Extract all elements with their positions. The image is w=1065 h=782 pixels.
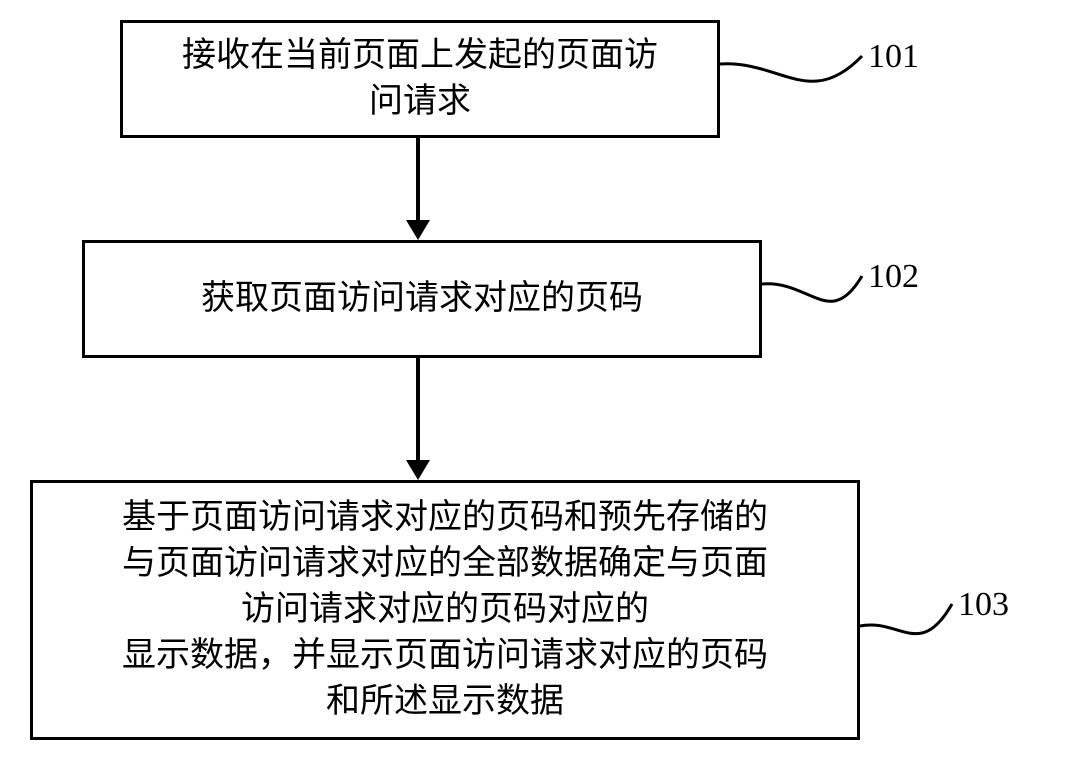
- arrow-2-line: [416, 358, 420, 460]
- step-2-text: 获取页面访问请求对应的页码: [201, 276, 643, 322]
- arrow-1-line: [416, 138, 420, 220]
- step-3-box: 基于页面访问请求对应的页码和预先存储的 与页面访问请求对应的全部数据确定与页面 …: [30, 480, 860, 740]
- leader-1: [700, 20, 880, 140]
- arrow-2-head: [406, 460, 430, 480]
- step-3-text: 基于页面访问请求对应的页码和预先存储的 与页面访问请求对应的全部数据确定与页面 …: [122, 495, 768, 724]
- leader-3: [840, 560, 1000, 700]
- flowchart-canvas: 接收在当前页面上发起的页面访 问请求 获取页面访问请求对应的页码 基于页面访问请…: [0, 0, 1065, 782]
- step-1-box: 接收在当前页面上发起的页面访 问请求: [120, 20, 720, 138]
- leader-2: [740, 240, 920, 360]
- step-2-box: 获取页面访问请求对应的页码: [82, 240, 762, 358]
- step-1-text: 接收在当前页面上发起的页面访 问请求: [182, 33, 658, 125]
- arrow-1-head: [406, 220, 430, 240]
